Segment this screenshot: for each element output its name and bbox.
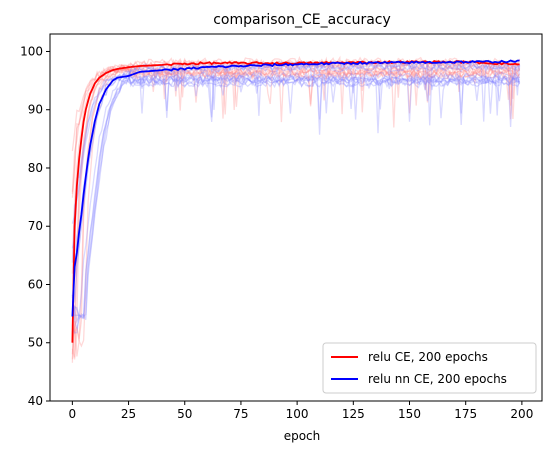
run-line-relu-ce <box>71 66 521 343</box>
run-line-relu-nn-ce <box>71 59 521 320</box>
y-tick-label: 60 <box>28 277 43 291</box>
x-axis-label: epoch <box>284 429 321 443</box>
run-line-relu-nn-ce <box>71 73 520 296</box>
y-tick-label: 100 <box>20 44 43 58</box>
x-tick-label: 50 <box>177 407 192 421</box>
x-axis-ticks: 0 25 50 75 100 125 150 175 200 <box>69 401 533 421</box>
x-tick-label: 0 <box>69 407 77 421</box>
mean-lines <box>71 59 520 343</box>
run-line-relu-nn-ce <box>71 76 521 335</box>
run-line-relu-nn-ce <box>71 72 521 263</box>
x-tick-label: 150 <box>398 407 421 421</box>
y-tick-label: 40 <box>28 394 43 408</box>
run-line-relu-ce <box>71 60 520 342</box>
individual-runs <box>71 55 521 363</box>
run-line-relu-ce <box>71 66 520 274</box>
legend: relu CE, 200 epochs relu nn CE, 200 epoc… <box>322 342 537 394</box>
x-tick-label: 200 <box>510 407 533 421</box>
legend-label-relu-nn-ce: relu nn CE, 200 epochs <box>368 372 507 386</box>
run-line-relu-nn-ce <box>71 70 521 249</box>
run-line-relu-ce <box>71 61 521 363</box>
y-axis-ticks: 40 50 60 70 80 90 100 <box>20 44 50 408</box>
plot-frame <box>49 33 543 402</box>
legend-box <box>322 342 537 394</box>
run-line-relu-ce <box>71 64 521 194</box>
run-line-relu-ce <box>71 66 521 360</box>
chart-title: comparison_CE_accuracy <box>213 12 391 28</box>
run-line-relu-nn-ce <box>71 70 520 306</box>
run-line-relu-nn-ce <box>71 73 520 327</box>
run-line-relu-nn-ce <box>71 69 521 224</box>
y-tick-label: 90 <box>28 103 43 117</box>
run-line-relu-ce <box>71 66 520 357</box>
run-line-relu-nn-ce <box>71 61 521 324</box>
mean-line-relu-nn-ce <box>71 59 520 317</box>
run-line-relu-nn-ce <box>71 61 520 334</box>
run-line-relu-nn-ce <box>71 63 521 299</box>
x-tick-label: 75 <box>233 407 248 421</box>
x-tick-label: 25 <box>121 407 136 421</box>
run-line-relu-ce <box>71 59 521 358</box>
run-line-relu-ce <box>71 55 521 360</box>
x-tick-label: 175 <box>454 407 477 421</box>
y-tick-label: 80 <box>28 161 43 175</box>
y-tick-label: 50 <box>28 336 43 350</box>
legend-label-relu-ce: relu CE, 200 epochs <box>368 350 488 364</box>
x-tick-label: 125 <box>342 407 365 421</box>
y-tick-label: 70 <box>28 219 43 233</box>
run-line-relu-ce <box>71 63 521 152</box>
run-line-relu-nn-ce <box>71 75 521 329</box>
x-tick-label: 100 <box>286 407 309 421</box>
mean-line-relu-ce <box>71 59 520 343</box>
